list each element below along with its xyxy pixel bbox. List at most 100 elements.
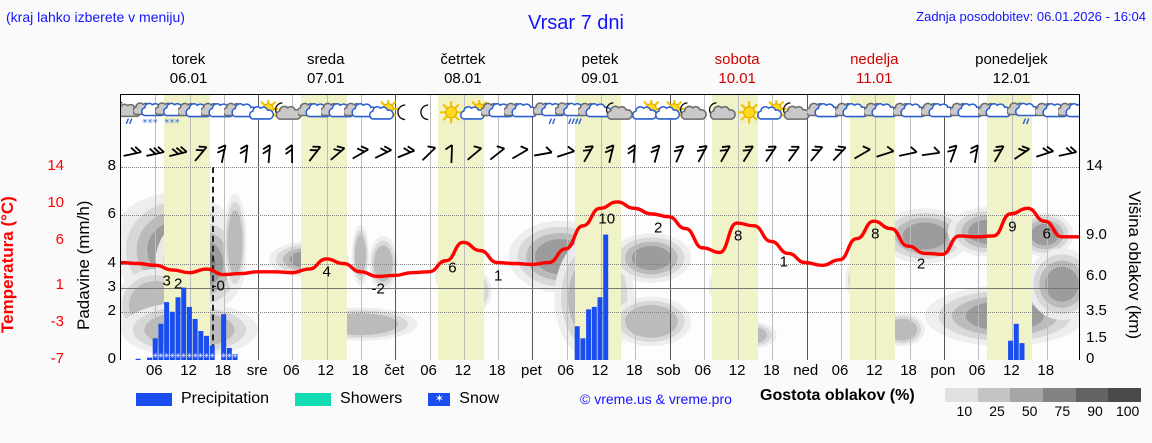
hour-separator xyxy=(601,137,602,167)
legend-item-precipitation: Precipitation xyxy=(136,390,269,408)
colorbar-segment xyxy=(977,388,1011,402)
day-name: ponedeljek xyxy=(975,51,1048,68)
wind-barb xyxy=(556,145,575,158)
precipitation-bar xyxy=(597,297,603,360)
weather-icon-sun xyxy=(435,100,469,133)
weather-icon-night-cloud xyxy=(704,100,738,133)
snow-marker: ✳ xyxy=(152,352,158,360)
day-name: petek xyxy=(581,51,619,68)
cloud-blob xyxy=(227,210,243,276)
horizontal-gridline xyxy=(121,167,1079,168)
wind-barb xyxy=(876,145,895,158)
snow-marker: ✳ xyxy=(204,352,210,360)
time-axis-label: 18 xyxy=(351,362,369,379)
time-axis-label: 12 xyxy=(865,362,883,379)
snow-marker: ✳ xyxy=(147,352,153,360)
day-header-bar: torek 06.01 sreda 07.01 četrtek 08.01 petek 09.… xyxy=(120,50,1080,92)
time-axis-label: 18 xyxy=(488,362,506,379)
colorbar-segment xyxy=(1043,388,1076,402)
svg-text:✳: ✳ xyxy=(142,117,148,125)
day-date: 09.01 xyxy=(581,70,619,87)
cloud-height-tick: 6.0 xyxy=(1086,267,1107,285)
snow-marker: ✳ xyxy=(198,352,204,360)
day-header-1: torek 06.01 xyxy=(120,50,257,92)
horizontal-gridline xyxy=(121,263,1079,265)
precipitation-bar xyxy=(232,353,238,360)
day-separator xyxy=(258,137,260,167)
wind-barb xyxy=(650,144,661,163)
precipitation-bar xyxy=(198,331,204,360)
wind-barb xyxy=(533,146,553,157)
hour-separator xyxy=(738,95,740,137)
hour-separator xyxy=(978,137,980,167)
temperature-tick: 14 xyxy=(47,157,64,174)
hour-separator xyxy=(738,137,740,167)
precipitation-bar xyxy=(574,326,580,360)
svg-text:✳: ✳ xyxy=(152,117,158,125)
time-axis-label: 12 xyxy=(180,362,197,379)
precipitation-bar xyxy=(580,338,586,360)
colorbar-segment xyxy=(1010,388,1044,402)
weather-icon-cloud-rain xyxy=(1006,100,1041,133)
page-title: Vrsar 7 dni xyxy=(528,12,624,34)
precipitation-bar xyxy=(603,234,609,360)
time-axis-label: 18 xyxy=(625,362,643,379)
precipitation-bar xyxy=(181,287,187,360)
wind-barb xyxy=(489,145,505,161)
colorbar-tick: 25 xyxy=(989,403,1005,419)
weather-icon-cloud xyxy=(919,100,955,133)
wind-barb xyxy=(421,145,437,161)
precipitation-bar xyxy=(147,357,153,360)
weather-icon-sun-cloud xyxy=(755,98,789,133)
wind-barb xyxy=(765,145,777,162)
precipitation-bar xyxy=(175,297,181,360)
day-header-6: nedelja 11.01 xyxy=(806,50,943,92)
snow-marker: ✳ xyxy=(226,352,232,360)
precipitation-tick: 6 xyxy=(107,205,116,223)
hour-separator xyxy=(875,137,877,167)
time-axis-label: 12 xyxy=(1003,362,1020,379)
hour-separator xyxy=(361,137,362,167)
cloud-height-tick: 3.5 xyxy=(1086,301,1107,319)
hour-separator xyxy=(635,137,637,167)
time-axis-label: 12 xyxy=(317,362,335,379)
colorbar-tick: 90 xyxy=(1087,403,1103,419)
precipitation-bar xyxy=(152,338,158,360)
weather-icon-cloud xyxy=(891,100,927,133)
time-axis-label: pon xyxy=(930,362,956,379)
precipitation-bar xyxy=(135,358,141,360)
precipitation-tick: 0 xyxy=(107,350,116,367)
time-axis-label: sre xyxy=(246,362,268,379)
precipitation-bar xyxy=(209,345,215,360)
wind-barb xyxy=(947,144,958,163)
day-header-3: četrtek 08.01 xyxy=(394,50,531,92)
precipitation-swatch-icon xyxy=(136,392,172,406)
wind-barb xyxy=(898,146,918,157)
weather-icon-sun xyxy=(733,100,767,133)
day-separator xyxy=(669,137,671,167)
svg-text:✳: ✳ xyxy=(175,117,181,125)
time-axis-label: 06 xyxy=(968,362,986,379)
time-axis-label: 12 xyxy=(591,362,609,379)
precipitation-bar xyxy=(586,309,592,360)
snow-marker: ✳ xyxy=(158,352,164,360)
weather-icon-sun-cloud xyxy=(653,98,687,133)
hour-separator xyxy=(463,137,465,167)
time-axis-label: 18 xyxy=(214,362,232,379)
wind-barb xyxy=(352,145,369,160)
wind-barb xyxy=(239,144,249,164)
precipitation-bar xyxy=(204,335,210,360)
day-separator xyxy=(395,137,397,167)
precipitation-bar xyxy=(1013,323,1019,360)
temperature-tick: 10 xyxy=(47,193,64,211)
hour-separator xyxy=(909,137,911,167)
temperature-value-label: -0 xyxy=(211,277,225,295)
precipitation-tick: 3 xyxy=(107,277,116,295)
day-separator xyxy=(532,137,534,167)
precipitation-bar xyxy=(169,311,175,360)
svg-text:✳: ✳ xyxy=(164,117,170,125)
day-name: četrtek xyxy=(440,51,486,68)
day-header-4: petek 09.01 xyxy=(531,50,668,92)
precipitation-axis-title: Padavine (mm/h) xyxy=(74,200,93,330)
temperature-value-label: 10 xyxy=(598,210,616,228)
